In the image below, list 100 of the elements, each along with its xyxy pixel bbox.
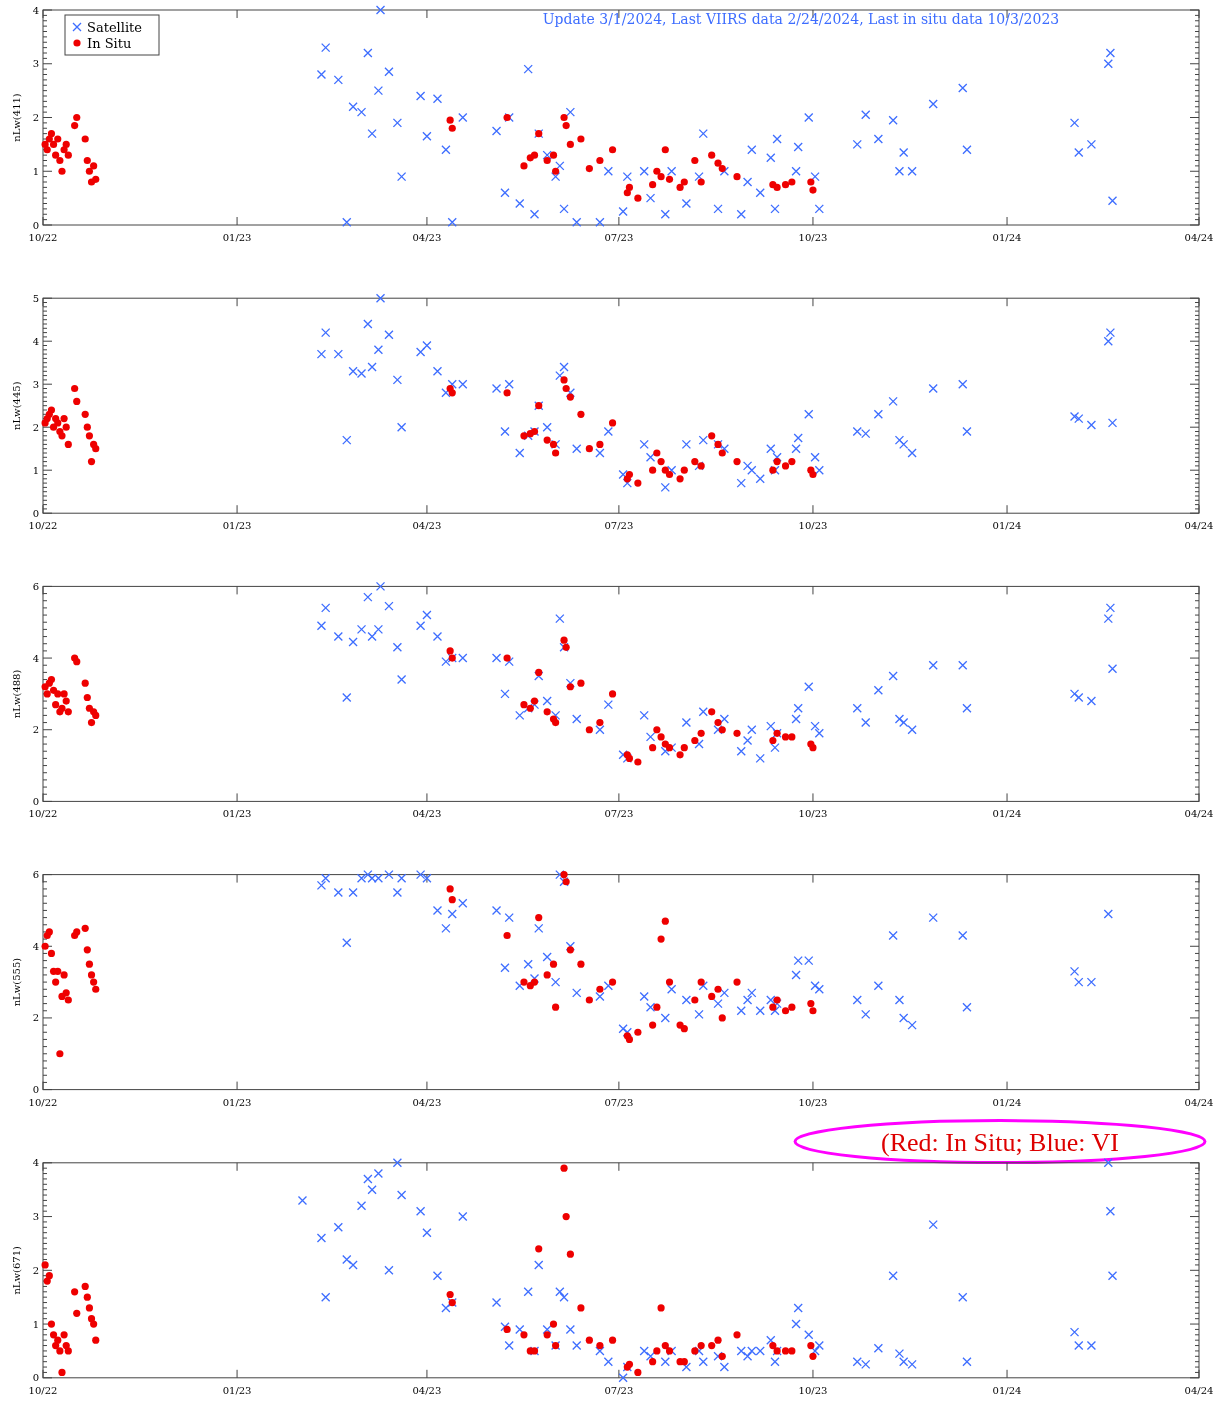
point: [577, 410, 585, 418]
point: [566, 946, 574, 954]
x-tick-label: 04/23: [412, 1096, 442, 1108]
point: [809, 470, 817, 479]
y-tick-label: 0: [32, 507, 39, 519]
y-tick-label: 2: [32, 112, 39, 123]
point: [543, 971, 551, 979]
y-tick-label: 6: [32, 869, 39, 881]
point: [733, 173, 741, 181]
legend-label: In Situ: [87, 35, 132, 51]
point: [81, 135, 89, 143]
point: [81, 679, 89, 687]
point: [560, 1164, 568, 1172]
point: [520, 162, 528, 170]
point: [560, 113, 568, 122]
point: [634, 1368, 642, 1377]
point: [773, 458, 781, 466]
point: [781, 181, 790, 189]
point: [47, 406, 56, 414]
point: [83, 693, 91, 702]
point: [81, 1282, 89, 1291]
point: [520, 701, 528, 709]
point: [446, 1290, 454, 1299]
point: [83, 156, 91, 165]
point: [661, 917, 669, 925]
point: [71, 384, 79, 393]
point: [809, 1007, 817, 1015]
point: [83, 1293, 91, 1301]
x-tick-label: 01/23: [222, 808, 252, 820]
point: [49, 1331, 58, 1339]
point: [634, 758, 642, 766]
point: [58, 704, 66, 712]
point: [661, 146, 669, 154]
point: [60, 1331, 68, 1339]
point: [60, 415, 68, 423]
chart-title: Update 3/1/2024, Last VIIRS data 2/24/2024, Last in situ data 10/3/2023: [542, 11, 1060, 27]
point: [714, 718, 722, 727]
point: [446, 647, 454, 655]
point: [562, 121, 570, 130]
point: [83, 946, 91, 954]
point: [708, 151, 716, 159]
point: [92, 445, 100, 453]
point: [549, 151, 558, 159]
point: [85, 1304, 94, 1312]
x-tick-label: 01/24: [992, 1384, 1022, 1396]
point: [653, 1347, 661, 1355]
point: [560, 636, 568, 644]
point: [657, 733, 665, 741]
point: [665, 175, 674, 183]
y-tick-label: 4: [32, 4, 39, 16]
point: [697, 729, 705, 737]
y-axis-title: nLw(411): [11, 93, 22, 142]
x-tick-label: 04/23: [412, 520, 442, 532]
point: [85, 432, 94, 440]
x-tick-label: 04/24: [1184, 520, 1214, 532]
x-tick-label: 10/22: [28, 1384, 58, 1396]
point: [71, 1288, 79, 1296]
point: [788, 733, 796, 741]
point: [52, 701, 60, 709]
point: [733, 458, 741, 466]
point: [62, 423, 70, 431]
point: [773, 183, 781, 191]
point: [73, 397, 81, 405]
point: [71, 121, 79, 130]
point: [47, 130, 56, 138]
point: [585, 726, 593, 734]
point: [503, 389, 511, 397]
point: [733, 1331, 741, 1339]
point: [549, 1320, 558, 1328]
point: [62, 140, 70, 148]
point: [608, 1336, 617, 1344]
point: [680, 744, 688, 752]
y-tick-label: 3: [32, 1211, 39, 1223]
x-tick-label: 07/23: [604, 1096, 634, 1108]
point: [781, 1347, 790, 1355]
point: [691, 736, 699, 745]
point: [676, 475, 684, 483]
x-tick-label: 10/23: [798, 808, 828, 820]
point: [58, 432, 66, 440]
point: [52, 151, 60, 159]
x-tick-label: 04/23: [412, 808, 442, 820]
point: [552, 1003, 560, 1011]
point: [691, 458, 699, 466]
point: [83, 423, 91, 431]
point: [64, 708, 72, 716]
point: [60, 971, 68, 979]
y-tick-label: 4: [32, 652, 39, 664]
point: [676, 183, 684, 191]
point: [503, 654, 511, 662]
point: [87, 718, 96, 727]
point: [809, 1352, 817, 1360]
point: [807, 1341, 815, 1350]
point: [566, 683, 574, 691]
point: [81, 410, 89, 418]
point: [543, 156, 551, 165]
point: [62, 989, 70, 997]
point: [596, 985, 604, 993]
point: [530, 978, 539, 986]
point: [608, 146, 617, 154]
point: [708, 708, 716, 716]
